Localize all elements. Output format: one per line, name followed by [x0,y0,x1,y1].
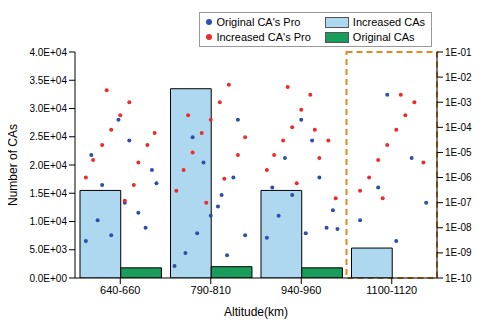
svg-text:3.5E+04: 3.5E+04 [29,75,67,86]
svg-text:5.0E+03: 5.0E+03 [29,244,67,255]
svg-text:2.0E+04: 2.0E+04 [29,160,67,171]
svg-text:1100-1120: 1100-1120 [366,284,417,296]
svg-text:Altitude(km): Altitude(km) [224,305,288,319]
svg-text:0.0E+00: 0.0E+00 [29,273,67,284]
svg-text:1E-08: 1E-08 [445,222,472,233]
svg-text:1E-04: 1E-04 [445,122,472,133]
svg-text:790-810: 790-810 [191,284,231,296]
svg-text:1E-05: 1E-05 [445,147,472,158]
svg-text:3.0E+04: 3.0E+04 [29,103,67,114]
svg-text:1E-03: 1E-03 [445,97,472,108]
svg-text:1E-02: 1E-02 [445,72,472,83]
svg-text:1E-06: 1E-06 [445,172,472,183]
svg-text:Number of CAs: Number of CAs [8,124,20,206]
html-text:Original CA's Pro: Original CA's Pro [216,16,301,28]
svg-text:1E-10: 1E-10 [445,273,472,284]
svg-text:640-660: 640-660 [100,284,140,296]
svg-text:1E-01: 1E-01 [445,47,472,58]
svg-text:1E-07: 1E-07 [445,197,472,208]
html-text:Original CAs: Original CAs [352,31,415,43]
svg-text:1.0E+04: 1.0E+04 [29,216,67,227]
svg-text:1E-09: 1E-09 [445,247,472,258]
svg-text:1.5E+04: 1.5E+04 [29,188,67,199]
html-text:Increased CAs: Increased CAs [352,16,425,28]
svg-text:940-960: 940-960 [281,284,321,296]
svg-text:4.0E+04: 4.0E+04 [29,47,67,58]
svg-text:2.5E+04: 2.5E+04 [29,131,67,142]
html-text:Increased CA's Pro: Increased CA's Pro [216,31,311,43]
